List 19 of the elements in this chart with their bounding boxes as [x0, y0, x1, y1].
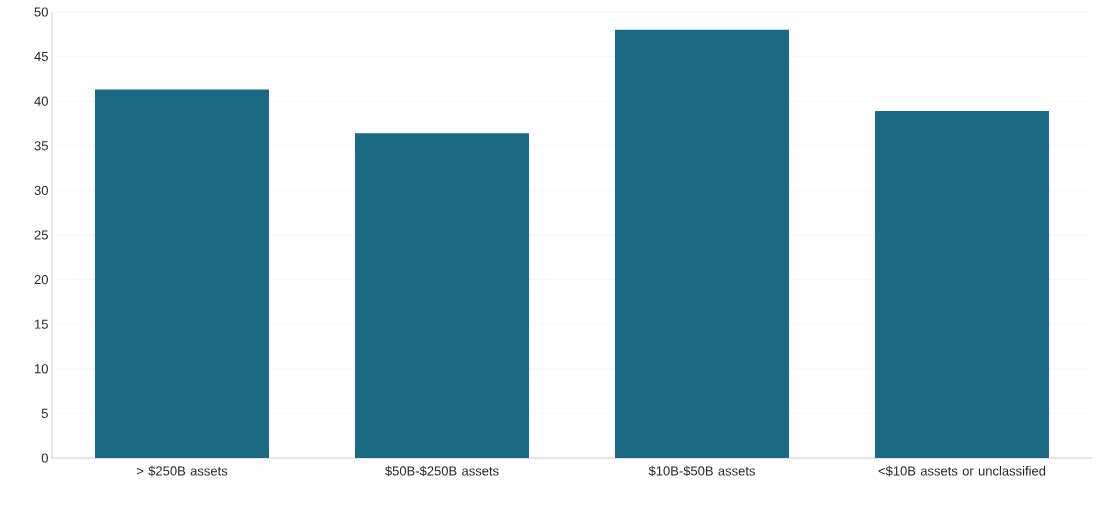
y-tick-label: 35 [34, 141, 48, 151]
y-tick-label: 30 [34, 185, 48, 195]
bar [95, 89, 269, 458]
y-tick-label: 20 [34, 274, 48, 285]
x-tick-label: $10B-$50B assets [648, 465, 755, 477]
bar [874, 111, 1049, 458]
x-tick-label: $50B-$250B assets [385, 465, 499, 477]
y-tick-label: 15 [35, 319, 48, 329]
bar [355, 133, 529, 458]
y-tick-label: 40 [34, 96, 48, 106]
y-tick-label: 50 [34, 7, 48, 17]
y-tick-label: 45 [34, 52, 48, 62]
bar [614, 29, 789, 458]
y-tick-label: 10 [35, 364, 48, 374]
y-tick-label: 0 [41, 453, 48, 463]
x-tick-label: <$10B assets or unclassified [878, 465, 1046, 477]
y-tick-label: 25 [34, 230, 48, 240]
x-tick-label: > $250B assets [136, 465, 228, 477]
y-tick-label: 5 [41, 408, 48, 418]
